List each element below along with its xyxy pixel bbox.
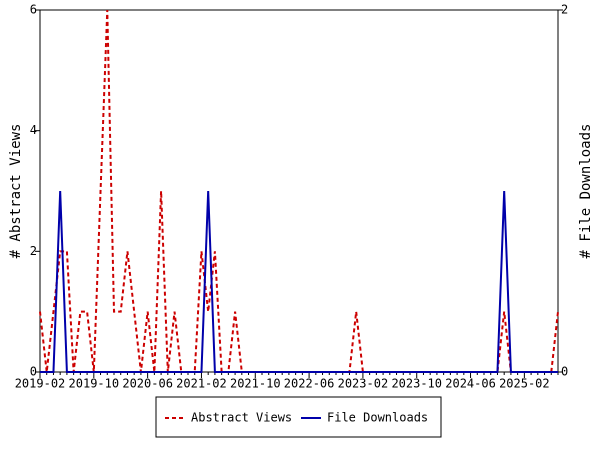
y-tick-label: 0 [30, 365, 37, 379]
legend-label: File Downloads [327, 411, 428, 425]
y2-tick-label: 2 [561, 3, 568, 17]
y-tick-label: 6 [30, 3, 37, 17]
y2-tick-label: 0 [561, 365, 568, 379]
y-tick-label: 4 [30, 123, 37, 137]
x-tick-label: 2019-02 [15, 377, 66, 391]
x-tick-label: 2021-10 [230, 377, 281, 391]
y2-axis-label: # File Downloads [578, 124, 594, 259]
y-axis-label: # Abstract Views [8, 124, 24, 259]
x-tick-label: 2019-10 [69, 377, 120, 391]
legend-label: Abstract Views [191, 411, 292, 425]
x-tick-label: 2022-06 [284, 377, 335, 391]
legend-box [155, 396, 442, 438]
x-tick-label: 2020-06 [122, 377, 173, 391]
x-tick-label: 2024-06 [445, 377, 496, 391]
x-tick-label: 2023-02 [338, 377, 389, 391]
series-line [39, 9, 559, 373]
x-tick-label: 2023-10 [391, 377, 442, 391]
y-tick-label: 2 [30, 244, 37, 258]
series-line [40, 190, 558, 373]
x-tick-label: 2025-02 [499, 377, 550, 391]
x-tick-label: 2021-02 [176, 377, 227, 391]
plot-frame [39, 9, 559, 373]
